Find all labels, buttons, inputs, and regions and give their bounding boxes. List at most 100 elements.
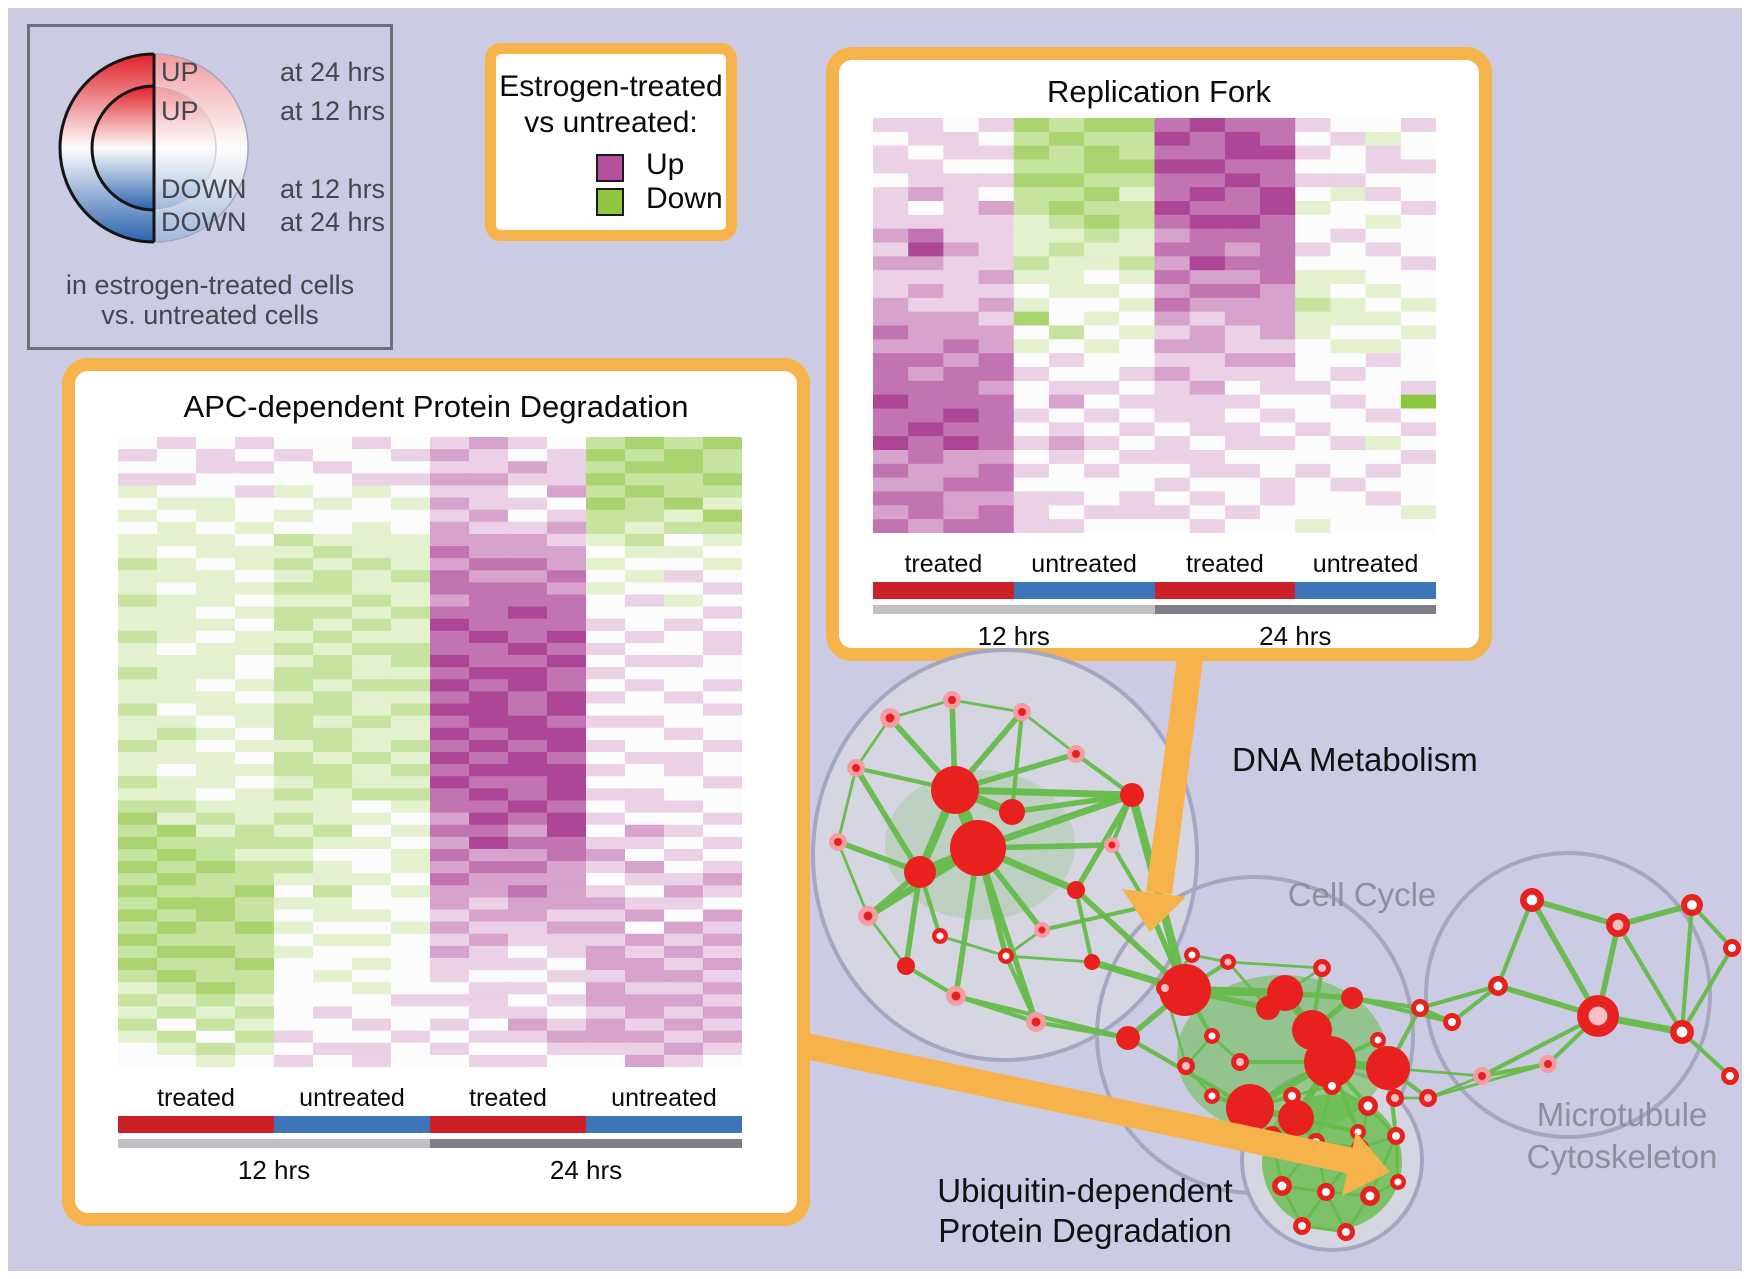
heatmap-cell bbox=[1013, 173, 1050, 188]
heatmap-cell bbox=[352, 582, 393, 595]
heatmap-cell bbox=[508, 764, 549, 777]
heatmap-cell bbox=[1365, 463, 1402, 479]
heatmap-cell bbox=[1330, 367, 1367, 382]
heatmap-cell bbox=[313, 1030, 354, 1044]
heatmap-cell bbox=[586, 1006, 627, 1019]
heatmap-cell bbox=[235, 606, 276, 620]
heatmap-cell bbox=[586, 727, 627, 741]
heatmap-cell bbox=[430, 957, 471, 971]
heatmap-cell bbox=[157, 861, 198, 874]
heatmap-cell bbox=[873, 463, 910, 479]
heatmap-cell bbox=[943, 297, 980, 313]
heatmap-cell bbox=[664, 788, 705, 801]
heatmap-cell bbox=[469, 739, 510, 753]
heatmap-cell bbox=[313, 945, 354, 959]
heatmap-cell bbox=[1224, 270, 1262, 285]
heatmap-cell bbox=[313, 970, 354, 983]
heatmap-cell bbox=[196, 473, 237, 486]
heatmap-cell bbox=[1400, 519, 1436, 533]
heatmap-cell bbox=[1154, 297, 1191, 313]
heatmap-cell bbox=[1400, 380, 1436, 396]
time-bar-24hrs bbox=[1154, 605, 1436, 614]
heatmap-cell bbox=[1295, 201, 1332, 216]
heatmap-cell bbox=[352, 558, 393, 571]
heatmap-cell bbox=[1400, 145, 1436, 160]
heatmap-cell bbox=[313, 982, 354, 995]
heatmap-cell bbox=[586, 812, 627, 826]
heatmap-cell bbox=[1189, 145, 1226, 160]
heatmap-cell bbox=[625, 861, 666, 874]
heatmap-cell bbox=[1154, 187, 1191, 202]
heatmap-cell bbox=[1189, 491, 1226, 506]
heatmap-cell bbox=[873, 145, 910, 160]
heatmap-cell bbox=[1400, 256, 1436, 271]
heatmap-cell bbox=[391, 546, 432, 559]
heatmap-cell bbox=[274, 703, 315, 717]
heatmap-cell bbox=[908, 519, 945, 533]
heatmap-cell bbox=[978, 270, 1015, 285]
heatmap-cell bbox=[313, 800, 354, 813]
heatmap-cell bbox=[274, 873, 315, 886]
heatmap-cell bbox=[978, 131, 1015, 147]
heatmap-cell bbox=[352, 655, 393, 668]
heatmap-cell bbox=[703, 449, 742, 462]
heatmap-cell bbox=[274, 945, 315, 959]
heatmap-cell bbox=[1084, 463, 1121, 479]
heatmap-cell bbox=[1295, 256, 1332, 271]
heatmap-cell bbox=[703, 679, 742, 692]
heatmap-cell bbox=[873, 173, 910, 188]
heatmap-cell bbox=[1084, 214, 1121, 230]
heatmap-cell bbox=[547, 691, 588, 704]
heatmap-cell bbox=[873, 256, 910, 271]
heatmap-cell bbox=[1330, 214, 1367, 230]
heatmap-cell bbox=[1260, 118, 1297, 133]
heatmap-cell bbox=[157, 848, 198, 862]
heatmap-cell bbox=[1365, 408, 1402, 423]
heatmap-cell bbox=[547, 945, 588, 959]
heatmap-cell bbox=[1260, 394, 1297, 409]
heatmap-cell bbox=[391, 667, 432, 680]
heatmap-cell bbox=[352, 533, 393, 547]
heatmap-cell bbox=[1330, 242, 1367, 257]
heatmap-cell bbox=[1048, 118, 1086, 133]
heatmap-cell bbox=[508, 461, 549, 474]
heatmap-cell bbox=[313, 933, 354, 947]
heatmap-cell bbox=[391, 521, 432, 535]
heatmap-cell bbox=[873, 353, 910, 368]
heatmap-cell bbox=[547, 642, 588, 656]
heatmap-cell bbox=[469, 703, 510, 717]
heatmap-cell bbox=[352, 788, 393, 801]
heatmap-cell bbox=[703, 957, 742, 971]
heatmap-cell bbox=[1365, 353, 1402, 368]
heatmap-cell bbox=[1013, 187, 1050, 202]
heatmap-cell bbox=[943, 159, 980, 174]
heatmap-cell bbox=[235, 764, 276, 777]
heatmap-cell bbox=[235, 752, 276, 765]
heatmap-cell bbox=[196, 461, 237, 474]
heatmap-cell bbox=[1260, 450, 1297, 465]
heatmap-cell bbox=[157, 909, 198, 922]
heatmap-cell bbox=[978, 201, 1015, 216]
heatmap-cell bbox=[1365, 214, 1402, 230]
treated-bar bbox=[1154, 582, 1296, 599]
heatmap-cell bbox=[274, 606, 315, 620]
heatmap-cell bbox=[508, 873, 549, 886]
heatmap-cell bbox=[1154, 256, 1191, 271]
heatmap-cell bbox=[1048, 228, 1086, 243]
heatmap-cell bbox=[625, 921, 666, 935]
heatmap-cell bbox=[978, 311, 1015, 326]
heatmap-cell bbox=[1154, 284, 1191, 299]
heatmap-cell bbox=[1224, 380, 1262, 396]
heatmap-cell bbox=[196, 667, 237, 680]
heatmap-cell bbox=[274, 739, 315, 753]
heatmap-cell bbox=[1260, 228, 1297, 243]
heatmap-cell bbox=[908, 325, 945, 340]
heatmap-cell bbox=[664, 885, 705, 898]
heatmap-cell bbox=[196, 921, 237, 935]
heatmap-cell bbox=[313, 533, 354, 547]
heatmap-cell bbox=[352, 715, 393, 729]
heatmap-cell bbox=[908, 339, 945, 354]
heatmap-cell bbox=[1084, 256, 1121, 271]
heatmap-cell bbox=[703, 764, 742, 777]
heatmap-cell bbox=[274, 582, 315, 595]
